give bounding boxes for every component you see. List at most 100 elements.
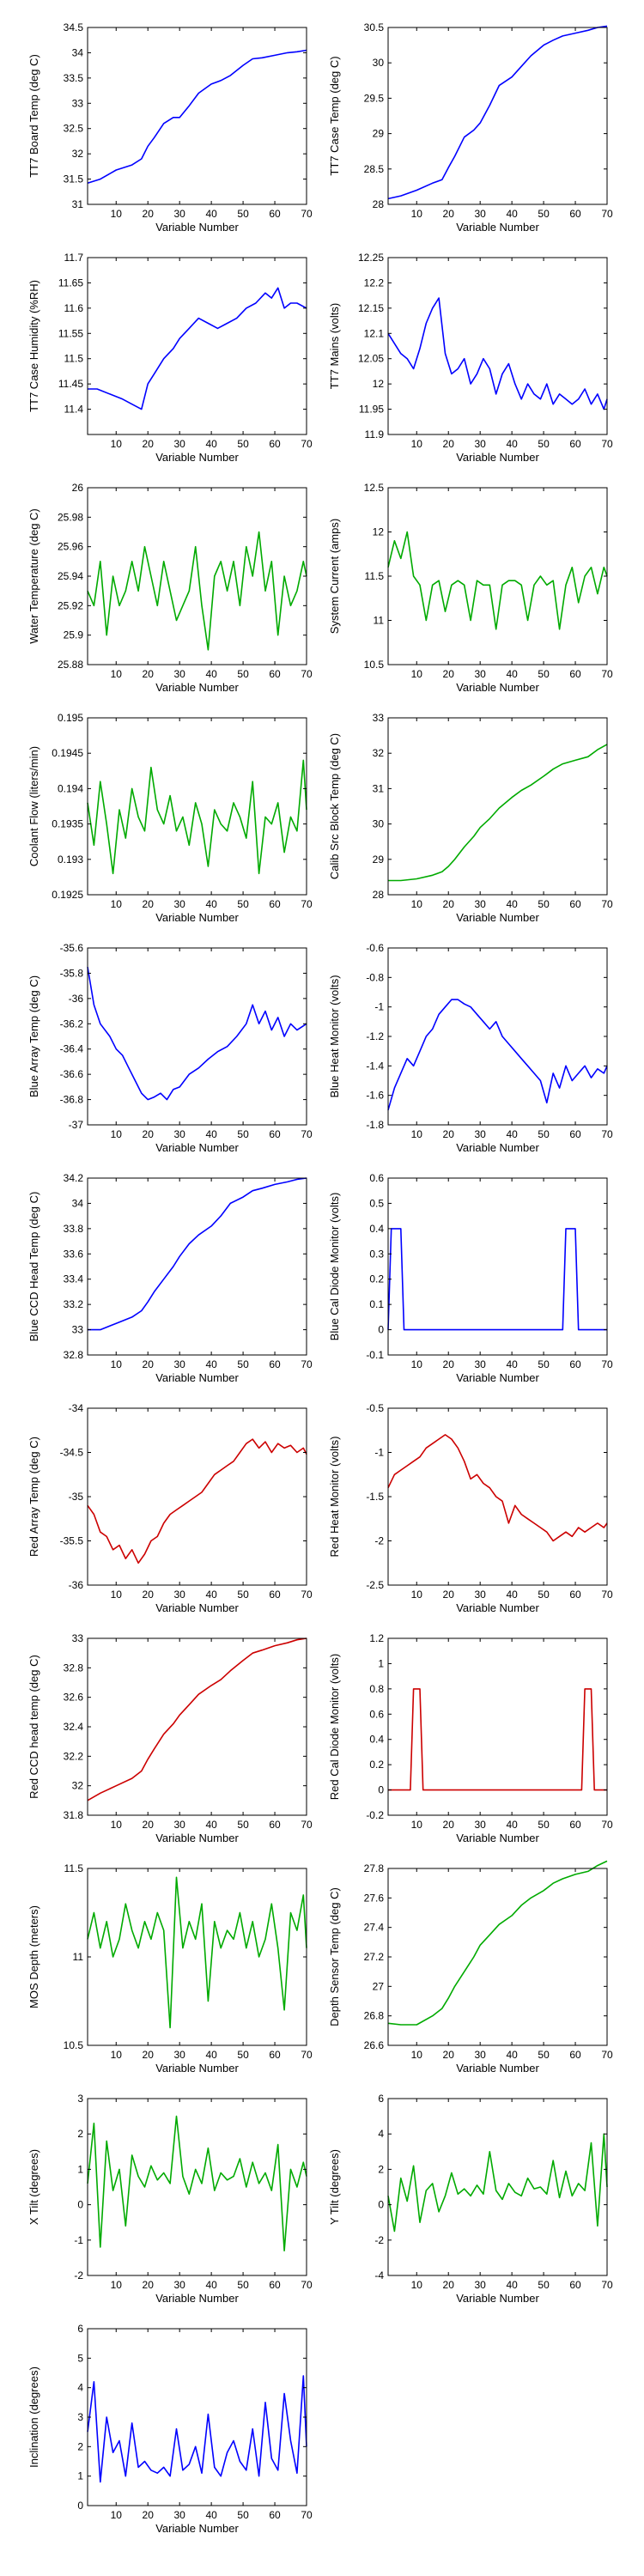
y-tick-label: 27 xyxy=(373,1980,385,1992)
x-tick-label: 50 xyxy=(538,668,550,680)
y-tick-label: 5 xyxy=(77,2352,83,2364)
y-tick-label: 0.1 xyxy=(369,1298,384,1310)
y-tick-label: 31 xyxy=(72,198,84,210)
x-tick-label: 40 xyxy=(205,898,217,910)
subplot-7: 10 20 30 40 50 60 70 0.1925 0.193 0.1935 0.194 0.19… xyxy=(27,712,313,924)
y-axis-label: System Current (amps) xyxy=(328,519,341,634)
y-tick-label: 11.5 xyxy=(64,1862,84,1874)
x-tick-label: 60 xyxy=(269,438,281,450)
y-tick-label: 0.2 xyxy=(369,1759,384,1771)
y-tick-label: 33.2 xyxy=(64,1298,84,1310)
axes-frame xyxy=(387,1637,608,1816)
x-tick-label: 60 xyxy=(569,668,581,680)
x-tick-label: 70 xyxy=(301,1589,313,1601)
subplot-10: 10 20 30 40 50 60 70 -1.8 -1.6 -1.4 -1.2 -1 -0.8 -0.6… xyxy=(328,942,613,1154)
y-axis-label: Depth Sensor Temp (deg C) xyxy=(328,1887,341,2026)
y-axis-label: Coolant Flow (liters/min) xyxy=(27,746,40,866)
x-tick-label: 30 xyxy=(474,1819,486,1831)
x-tick-label: 60 xyxy=(269,2049,281,2061)
x-tick-label: 40 xyxy=(506,1358,518,1370)
y-axis-label: Water Temperature (deg C) xyxy=(27,508,40,644)
subplot-13: 10 20 30 40 50 60 70 -36 -35.5 -35 -34.5 -34 Variabl… xyxy=(27,1402,313,1614)
x-tick-label: 70 xyxy=(601,2049,613,2061)
series-line xyxy=(87,531,307,651)
x-tick-label: 30 xyxy=(173,1128,185,1140)
x-tick-label: 40 xyxy=(205,1589,217,1601)
y-tick-label: -0.8 xyxy=(366,971,384,983)
x-tick-label: 20 xyxy=(143,438,155,450)
subplot-17: 10 20 30 40 50 60 70 10.5 11 11.5 Variable Number M… xyxy=(27,1862,313,2075)
y-tick-label: 6 xyxy=(77,2323,83,2335)
x-tick-label: 30 xyxy=(173,2279,185,2291)
x-tick-label: 30 xyxy=(173,898,185,910)
y-tick-label: 29.5 xyxy=(364,92,385,104)
x-axis-label: Variable Number xyxy=(155,221,239,234)
x-tick-label: 20 xyxy=(143,2509,155,2521)
y-axis-label: TT7 Board Temp (deg C) xyxy=(27,54,40,178)
x-tick-label: 10 xyxy=(411,1819,423,1831)
y-tick-label: 12.05 xyxy=(358,353,384,365)
y-tick-label: 32 xyxy=(373,747,385,759)
subplot-9: 10 20 30 40 50 60 70 -37 -36.8 -36.6 -36.4 -36.2 -36… xyxy=(27,942,313,1154)
x-tick-label: 50 xyxy=(237,2049,249,2061)
y-tick-label: 0 xyxy=(77,2199,83,2211)
series-line xyxy=(87,1438,307,1564)
y-axis-label: MOS Depth (meters) xyxy=(27,1905,40,2008)
axes-frame xyxy=(387,717,608,896)
y-tick-label: 10.5 xyxy=(64,2039,84,2051)
y-tick-label: 26.8 xyxy=(364,2010,385,2022)
x-tick-label: 40 xyxy=(205,1819,217,1831)
y-tick-label: 0.195 xyxy=(58,712,83,724)
y-tick-label: 31.5 xyxy=(64,173,84,185)
x-tick-label: 10 xyxy=(411,898,423,910)
y-tick-label: 0.3 xyxy=(369,1248,384,1260)
x-axis-label: Variable Number xyxy=(456,681,539,694)
x-axis-label: Variable Number xyxy=(155,681,239,694)
y-tick-label: 11.5 xyxy=(365,570,385,582)
x-tick-label: 30 xyxy=(173,2049,185,2061)
y-tick-label: 26 xyxy=(72,482,84,494)
y-tick-label: -2 xyxy=(374,1535,384,1547)
x-tick-label: 50 xyxy=(237,1358,249,1370)
x-tick-label: 20 xyxy=(143,2279,155,2291)
y-tick-label: 12 xyxy=(373,378,385,390)
y-tick-label: 3 xyxy=(77,2093,83,2105)
x-tick-label: 10 xyxy=(111,2049,123,2061)
series-line xyxy=(387,1434,608,1542)
x-tick-label: 20 xyxy=(143,1819,155,1831)
series-line xyxy=(387,25,608,200)
x-tick-label: 20 xyxy=(143,898,155,910)
subplot-8: 10 20 30 40 50 60 70 28 29 30 31 32 33 Variable Numbe… xyxy=(328,712,613,924)
y-tick-label: 10.5 xyxy=(364,659,385,671)
x-tick-label: 50 xyxy=(538,2279,550,2291)
x-tick-label: 40 xyxy=(205,1358,217,1370)
x-tick-label: 40 xyxy=(506,2049,518,2061)
x-tick-label: 70 xyxy=(301,1819,313,1831)
x-tick-label: 40 xyxy=(205,208,217,220)
y-tick-label: 33.4 xyxy=(64,1273,84,1285)
x-tick-label: 60 xyxy=(569,2279,581,2291)
y-tick-label: 1 xyxy=(378,1657,384,1669)
subplot-21: 10 20 30 40 50 60 70 0 1 2 3 4 5 6 Variable Number Incl… xyxy=(27,2323,313,2535)
x-tick-label: 60 xyxy=(269,208,281,220)
axes-frame xyxy=(387,1177,608,1356)
y-tick-label: 11.65 xyxy=(58,276,83,289)
y-tick-label: 27.4 xyxy=(364,1922,385,1934)
y-tick-label: 27.2 xyxy=(364,1951,385,1963)
x-tick-label: 70 xyxy=(601,1589,613,1601)
y-tick-label: 32 xyxy=(72,1780,84,1792)
x-axis-label: Variable Number xyxy=(456,1601,539,1614)
x-tick-label: 50 xyxy=(237,1128,249,1140)
x-tick-label: 70 xyxy=(601,898,613,910)
y-axis-label: TT7 Case Humidity (%RH) xyxy=(27,280,40,412)
y-tick-label: 26.6 xyxy=(364,2039,385,2051)
x-axis-label: Variable Number xyxy=(456,221,539,234)
y-axis-label: Red Array Temp (deg C) xyxy=(27,1437,40,1557)
x-tick-label: 10 xyxy=(111,208,123,220)
subplot-11: 10 20 30 40 50 60 70 32.8 33 33.2 33.4 33.6 33.8 34 34… xyxy=(27,1172,313,1384)
y-tick-label: 33.8 xyxy=(64,1223,84,1235)
x-tick-label: 60 xyxy=(269,898,281,910)
x-tick-label: 60 xyxy=(569,1589,581,1601)
x-tick-label: 10 xyxy=(111,1589,123,1601)
x-tick-label: 60 xyxy=(569,898,581,910)
